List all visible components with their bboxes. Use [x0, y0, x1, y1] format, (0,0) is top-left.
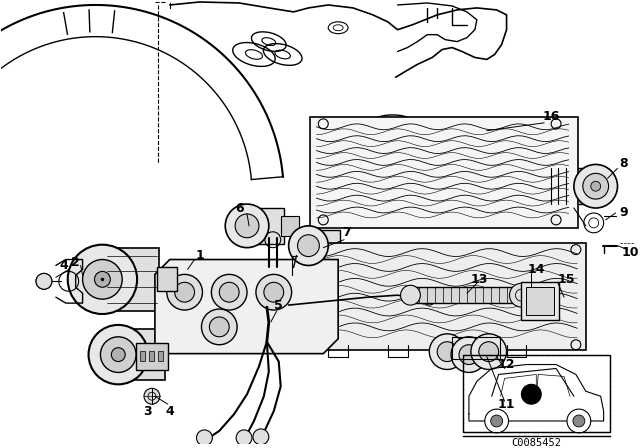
Bar [149, 351, 154, 361]
Circle shape [479, 342, 499, 362]
Circle shape [256, 274, 292, 310]
Circle shape [567, 409, 591, 433]
Circle shape [100, 337, 136, 372]
Bar [281, 216, 298, 236]
Bar [140, 351, 145, 361]
Text: 6: 6 [235, 202, 243, 215]
Text: 1: 1 [195, 249, 204, 262]
Circle shape [298, 235, 319, 257]
Circle shape [471, 334, 506, 370]
Circle shape [509, 283, 533, 307]
Circle shape [401, 285, 420, 305]
Circle shape [36, 273, 52, 289]
Text: 7: 7 [342, 226, 351, 239]
Text: 8: 8 [619, 157, 628, 170]
Circle shape [574, 164, 618, 208]
Text: 12: 12 [498, 358, 515, 371]
Circle shape [167, 274, 202, 310]
Circle shape [289, 226, 328, 266]
Circle shape [225, 204, 269, 248]
Text: 4: 4 [165, 405, 174, 418]
Circle shape [211, 274, 247, 310]
Circle shape [522, 384, 541, 404]
Circle shape [68, 245, 137, 314]
Circle shape [95, 271, 110, 287]
Bar [104, 248, 159, 311]
Circle shape [196, 430, 212, 446]
Text: 2: 2 [71, 256, 80, 269]
Text: 10: 10 [621, 246, 639, 259]
Bar [120, 329, 165, 380]
Circle shape [236, 430, 252, 446]
Polygon shape [155, 259, 338, 353]
Bar [463, 355, 609, 432]
Circle shape [437, 342, 457, 362]
Circle shape [209, 317, 229, 337]
Circle shape [235, 214, 259, 238]
Circle shape [83, 259, 122, 299]
Text: 11: 11 [498, 398, 515, 411]
Text: 14: 14 [527, 263, 545, 276]
Bar [157, 267, 177, 291]
Circle shape [264, 282, 284, 302]
Circle shape [111, 348, 125, 362]
Circle shape [423, 293, 435, 305]
Text: 16: 16 [543, 110, 560, 123]
Circle shape [484, 409, 509, 433]
Text: 5: 5 [275, 298, 283, 312]
Text: 9: 9 [619, 207, 628, 220]
Bar [526, 287, 554, 315]
Circle shape [202, 309, 237, 345]
Bar [136, 343, 168, 370]
Circle shape [220, 282, 239, 302]
Bar [249, 208, 284, 244]
Text: 4: 4 [60, 259, 68, 272]
Circle shape [583, 173, 609, 199]
Circle shape [175, 282, 195, 302]
Text: C0085452: C0085452 [511, 438, 561, 448]
Bar [158, 351, 163, 361]
Circle shape [253, 429, 269, 445]
Ellipse shape [365, 115, 420, 142]
Bar [310, 117, 578, 228]
Bar [298, 243, 586, 350]
Circle shape [459, 345, 479, 365]
Circle shape [491, 415, 502, 427]
Text: 3: 3 [143, 405, 152, 418]
Circle shape [144, 388, 160, 404]
Bar [551, 168, 596, 204]
Circle shape [88, 325, 148, 384]
Circle shape [573, 415, 585, 427]
Text: 13: 13 [470, 273, 488, 286]
Bar [452, 337, 500, 358]
Text: 15: 15 [557, 273, 575, 286]
Bar [415, 287, 516, 303]
Bar [310, 230, 340, 262]
Circle shape [36, 273, 52, 289]
Circle shape [429, 334, 465, 370]
Circle shape [591, 181, 601, 191]
Bar [522, 282, 559, 320]
Circle shape [451, 337, 487, 372]
